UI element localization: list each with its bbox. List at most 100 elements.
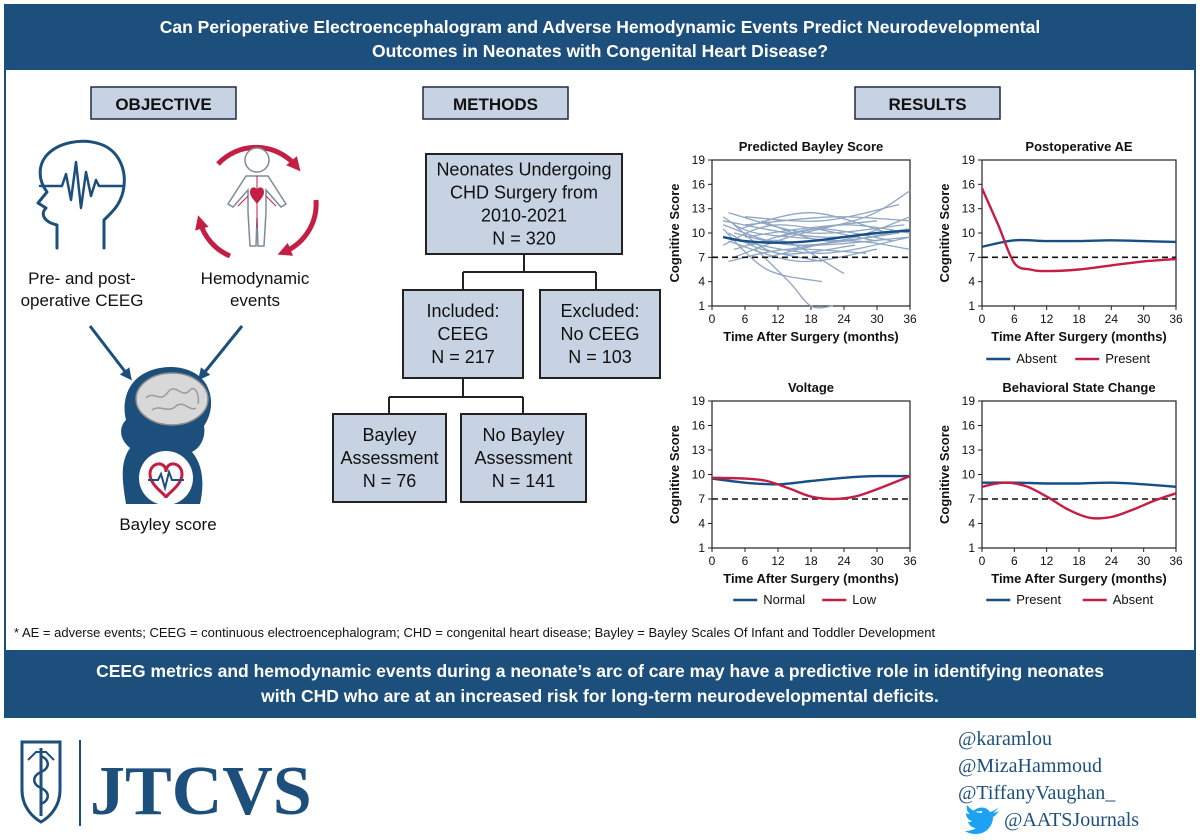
x-tick-label: 30	[870, 312, 884, 326]
conclusion-banner	[6, 650, 1194, 716]
series-line-absent	[981, 481, 1177, 520]
handle-mizahammoud[interactable]: @MizaHammoud	[958, 755, 1102, 777]
chart-title: Voltage	[788, 380, 834, 395]
y-tick-label: 13	[962, 443, 976, 457]
flow-text-line: N = 141	[492, 471, 556, 491]
flow-included-text: Included: CEEG N = 217	[426, 301, 499, 367]
x-tick-label: 36	[1169, 312, 1183, 326]
flow-text-line: N = 217	[431, 347, 495, 367]
y-axis-label: Cognitive Score	[667, 184, 682, 283]
flowchart-connectors	[388, 254, 597, 414]
conclusion-line-1: CEEG metrics and hemodynamic events duri…	[96, 661, 1104, 681]
x-tick-label: 30	[1137, 554, 1151, 568]
chart-panel-3: Voltage 1 4 7 10 13 16 19 0 6 12 18 24 30 36 Time After…	[667, 380, 917, 607]
flow-text-line: N = 103	[568, 347, 632, 367]
y-tick-label: 16	[692, 177, 706, 191]
y-tick-label: 13	[692, 443, 706, 457]
ceeg-label-line-2: operative CEEG	[21, 291, 144, 310]
jtcvs-emblem-icon	[20, 740, 62, 824]
x-tick-label: 36	[903, 554, 917, 568]
chart-title: Predicted Bayley Score	[739, 139, 884, 154]
title-line-1: Can Perioperative Electroencephalogram a…	[160, 17, 1040, 37]
jtcvs-logo-text: JTCVS	[90, 753, 312, 830]
individual-trajectory-line	[755, 248, 834, 309]
hemodynamic-label-line-1: Hemodynamic	[201, 269, 310, 288]
y-tick-label: 4	[698, 517, 705, 531]
flow-no-bayley-text: No Bayley Assessment N = 141	[474, 425, 572, 491]
child-brain-heart-icon	[121, 366, 212, 505]
flow-text-line: Assessment	[340, 448, 438, 468]
flow-box-included: Included: CEEG N = 217	[402, 289, 524, 379]
x-tick-label: 18	[1072, 312, 1086, 326]
y-tick-label: 4	[968, 517, 975, 531]
methods-label: METHODS	[453, 95, 538, 114]
series-line-mean	[722, 229, 911, 244]
y-tick-label: 10	[962, 226, 976, 240]
legend-label: Present	[1105, 351, 1150, 366]
conclusion-line-2: with CHD who are at an increased risk fo…	[260, 686, 939, 706]
y-tick-label: 10	[962, 468, 976, 482]
y-tick-label: 7	[968, 492, 975, 506]
y-axis-label: Cognitive Score	[937, 425, 952, 524]
bayley-score-label: Bayley score	[119, 515, 216, 534]
chart-panel-4: Behavioral State Change 1 4 7 10 13 16 19 0 6 12 18…	[937, 380, 1183, 607]
y-tick-label: 1	[698, 541, 705, 555]
flow-text-line: CEEG	[437, 324, 488, 344]
y-tick-label: 1	[968, 299, 975, 313]
methods-header: METHODS	[422, 86, 569, 120]
x-tick-label: 0	[709, 312, 716, 326]
y-tick-label: 7	[698, 250, 705, 264]
flow-box-root: Neonates Undergoing CHD Surgery from 2010-…	[425, 153, 623, 255]
arrow-hemo-to-bayley	[198, 325, 244, 381]
flow-text-line: 2010-2021	[481, 206, 567, 226]
flow-text-line: Assessment	[474, 448, 572, 468]
x-tick-label: 36	[1169, 554, 1183, 568]
results-label: RESULTS	[888, 95, 966, 114]
flow-text-line: Included:	[426, 301, 499, 321]
flow-text-line: Bayley	[362, 425, 416, 445]
x-tick-label: 12	[771, 554, 785, 568]
x-tick-label: 6	[1011, 312, 1018, 326]
flow-box-no-bayley: No Bayley Assessment N = 141	[460, 413, 587, 503]
x-axis-label: Time After Surgery (months)	[991, 571, 1167, 586]
objective-header: OBJECTIVE	[90, 86, 237, 120]
hemodynamic-label-line-2: events	[230, 291, 280, 310]
legend-label: Normal	[763, 592, 805, 607]
footnote: * AE = adverse events; CEEG = continuous…	[14, 625, 936, 640]
x-tick-label: 6	[742, 554, 749, 568]
handle-aatsjournals[interactable]: @AATSJournals	[1004, 809, 1139, 831]
flow-text-line: CHD Surgery from	[450, 183, 598, 203]
y-tick-label: 4	[698, 275, 705, 289]
individual-trajectory-line	[733, 239, 845, 275]
flow-box-excluded: Excluded: No CEEG N = 103	[539, 289, 661, 379]
y-tick-label: 4	[968, 275, 975, 289]
y-tick-label: 16	[962, 177, 976, 191]
handle-karamlou[interactable]: @karamlou	[958, 728, 1052, 750]
results-header: RESULTS	[854, 86, 1001, 120]
header-banner	[6, 6, 1194, 70]
flow-bayley-text: Bayley Assessment N = 76	[340, 425, 438, 491]
hemodynamic-child-icon	[195, 144, 319, 259]
x-axis-label: Time After Surgery (months)	[991, 329, 1167, 344]
x-tick-label: 18	[804, 312, 818, 326]
y-tick-label: 10	[692, 226, 706, 240]
handle-tiffanyvaughan[interactable]: @TiffanyVaughan_	[958, 782, 1116, 804]
twitter-bird-icon	[965, 805, 999, 834]
x-tick-label: 12	[771, 312, 785, 326]
x-tick-label: 36	[903, 312, 917, 326]
eeg-head-icon	[36, 139, 126, 250]
y-tick-label: 1	[698, 299, 705, 313]
x-tick-label: 6	[742, 312, 749, 326]
flow-text-line: N = 320	[492, 229, 556, 249]
individual-trajectory-line	[788, 216, 911, 250]
y-tick-label: 7	[698, 492, 705, 506]
y-tick-label: 19	[692, 153, 706, 167]
legend-label: Present	[1016, 592, 1061, 607]
x-tick-label: 18	[1072, 554, 1086, 568]
x-tick-label: 30	[1137, 312, 1151, 326]
chart-panel-2: Postoperative AE 1 4 7 10 13 16 19 0 6 12 18 24 30 36T…	[937, 139, 1183, 366]
y-axis-label: Cognitive Score	[937, 184, 952, 283]
y-tick-label: 16	[692, 419, 706, 433]
chart-title: Behavioral State Change	[1002, 380, 1155, 395]
